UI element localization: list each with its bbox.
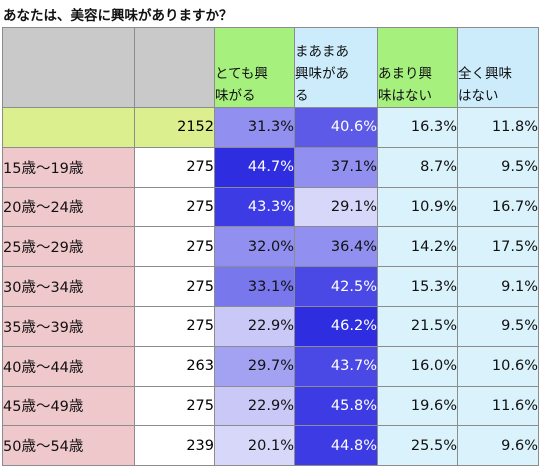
respondent-count: 275: [134, 226, 215, 268]
percentage-cell: 37.1%: [294, 146, 378, 188]
percentage-cell: 29.7%: [214, 345, 295, 387]
column-header: とても興 味がる: [214, 27, 295, 108]
age-row: 15歳～19歳 275 44.7% 37.1% 8.7% 9.5%: [2, 146, 539, 188]
respondent-count: 239: [134, 425, 215, 467]
row-label: 40歳～44歳: [2, 345, 135, 387]
percentage-cell: 46.2%: [294, 305, 378, 347]
row-label: 15歳～19歳: [2, 146, 135, 188]
percentage-cell: 17.5%: [457, 226, 539, 268]
total-row: 2152 31.3% 40.6% 16.3% 11.8%: [2, 107, 539, 148]
percentage-cell: 29.1%: [294, 186, 378, 228]
percentage-cell: 20.1%: [214, 425, 295, 467]
age-row: 45歳～49歳 275 22.9% 45.8% 19.6% 11.6%: [2, 385, 539, 427]
percentage-cell: 31.3%: [214, 107, 295, 148]
column-header-label: あまり興 味はない: [378, 66, 433, 104]
percentage-cell: 21.5%: [377, 305, 458, 347]
age-row: 50歳～54歳 239 20.1% 44.8% 25.5% 9.6%: [2, 425, 539, 467]
respondent-count: 275: [134, 305, 215, 347]
percentage-cell: 9.5%: [457, 146, 539, 188]
column-header: まあまあ 興味があ る: [294, 27, 378, 108]
row-label: 35歳～39歳: [2, 305, 135, 347]
column-header: [134, 27, 215, 108]
survey-results-table: とても興 味がる まあまあ 興味があ るあまり興 味はない 全く興味 はない 2152…: [2, 27, 539, 467]
column-header: [2, 27, 135, 108]
percentage-cell: 44.8%: [294, 425, 378, 467]
column-header: あまり興 味はない: [377, 27, 458, 108]
percentage-cell: 33.1%: [214, 266, 295, 307]
percentage-cell: 9.6%: [457, 425, 539, 467]
age-row: 30歳～34歳 275 33.1% 42.5% 15.3% 9.1%: [2, 266, 539, 307]
percentage-cell: 11.8%: [457, 107, 539, 148]
column-header-label: まあまあ 興味があ る: [295, 44, 350, 104]
age-row: 20歳～24歳 275 43.3% 29.1% 10.9% 16.7%: [2, 186, 539, 228]
percentage-cell: 16.3%: [377, 107, 458, 148]
percentage-cell: 42.5%: [294, 266, 378, 307]
column-header-label: とても興 味がる: [215, 66, 268, 104]
percentage-cell: 8.7%: [377, 146, 458, 188]
respondent-count: 275: [134, 266, 215, 307]
percentage-cell: 45.8%: [294, 385, 378, 427]
percentage-cell: 19.6%: [377, 385, 458, 427]
row-label: 45歳～49歳: [2, 385, 135, 427]
row-label: 30歳～34歳: [2, 266, 135, 307]
percentage-cell: 32.0%: [214, 226, 295, 268]
respondent-count: 275: [134, 186, 215, 228]
percentage-cell: 44.7%: [214, 146, 295, 188]
percentage-cell: 40.6%: [294, 107, 378, 148]
percentage-cell: 14.2%: [377, 226, 458, 268]
percentage-cell: 10.6%: [457, 345, 539, 387]
percentage-cell: 25.5%: [377, 425, 458, 467]
respondent-count: 263: [134, 345, 215, 387]
percentage-cell: 9.5%: [457, 305, 539, 347]
age-row: 35歳～39歳 275 22.9% 46.2% 21.5% 9.5%: [2, 305, 539, 347]
survey-title: あなたは、美容に興味がありますか？: [3, 8, 233, 24]
row-label: [2, 107, 135, 148]
percentage-cell: 36.4%: [294, 226, 378, 268]
percentage-cell: 15.3%: [377, 266, 458, 307]
respondent-count: 275: [134, 146, 215, 188]
percentage-cell: 10.9%: [377, 186, 458, 228]
percentage-cell: 43.3%: [214, 186, 295, 228]
column-header-label: 全く興味 はない: [458, 66, 513, 104]
header-row: とても興 味がる まあまあ 興味があ るあまり興 味はない 全く興味 はない: [2, 27, 539, 108]
percentage-cell: 22.9%: [214, 385, 295, 427]
percentage-cell: 9.1%: [457, 266, 539, 307]
column-header: 全く興味 はない: [457, 27, 539, 108]
row-label: 25歳～29歳: [2, 226, 135, 268]
age-row: 25歳～29歳 275 32.0% 36.4% 14.2% 17.5%: [2, 226, 539, 268]
percentage-cell: 16.7%: [457, 186, 539, 228]
percentage-cell: 16.0%: [377, 345, 458, 387]
respondent-count: 275: [134, 385, 215, 427]
percentage-cell: 43.7%: [294, 345, 378, 387]
percentage-cell: 11.6%: [457, 385, 539, 427]
percentage-cell: 22.9%: [214, 305, 295, 347]
respondent-count: 2152: [134, 107, 215, 148]
age-row: 40歳～44歳 263 29.7% 43.7% 16.0% 10.6%: [2, 345, 539, 387]
row-label: 50歳～54歳: [2, 425, 135, 467]
row-label: 20歳～24歳: [2, 186, 135, 228]
